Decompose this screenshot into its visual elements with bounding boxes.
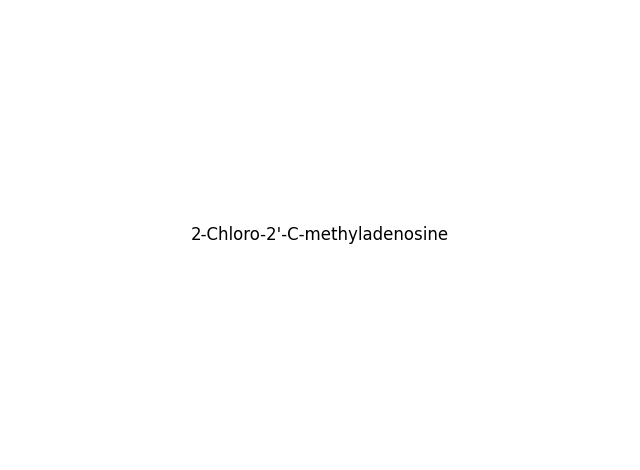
Text: 2-Chloro-2'-C-methyladenosine: 2-Chloro-2'-C-methyladenosine (191, 226, 449, 244)
